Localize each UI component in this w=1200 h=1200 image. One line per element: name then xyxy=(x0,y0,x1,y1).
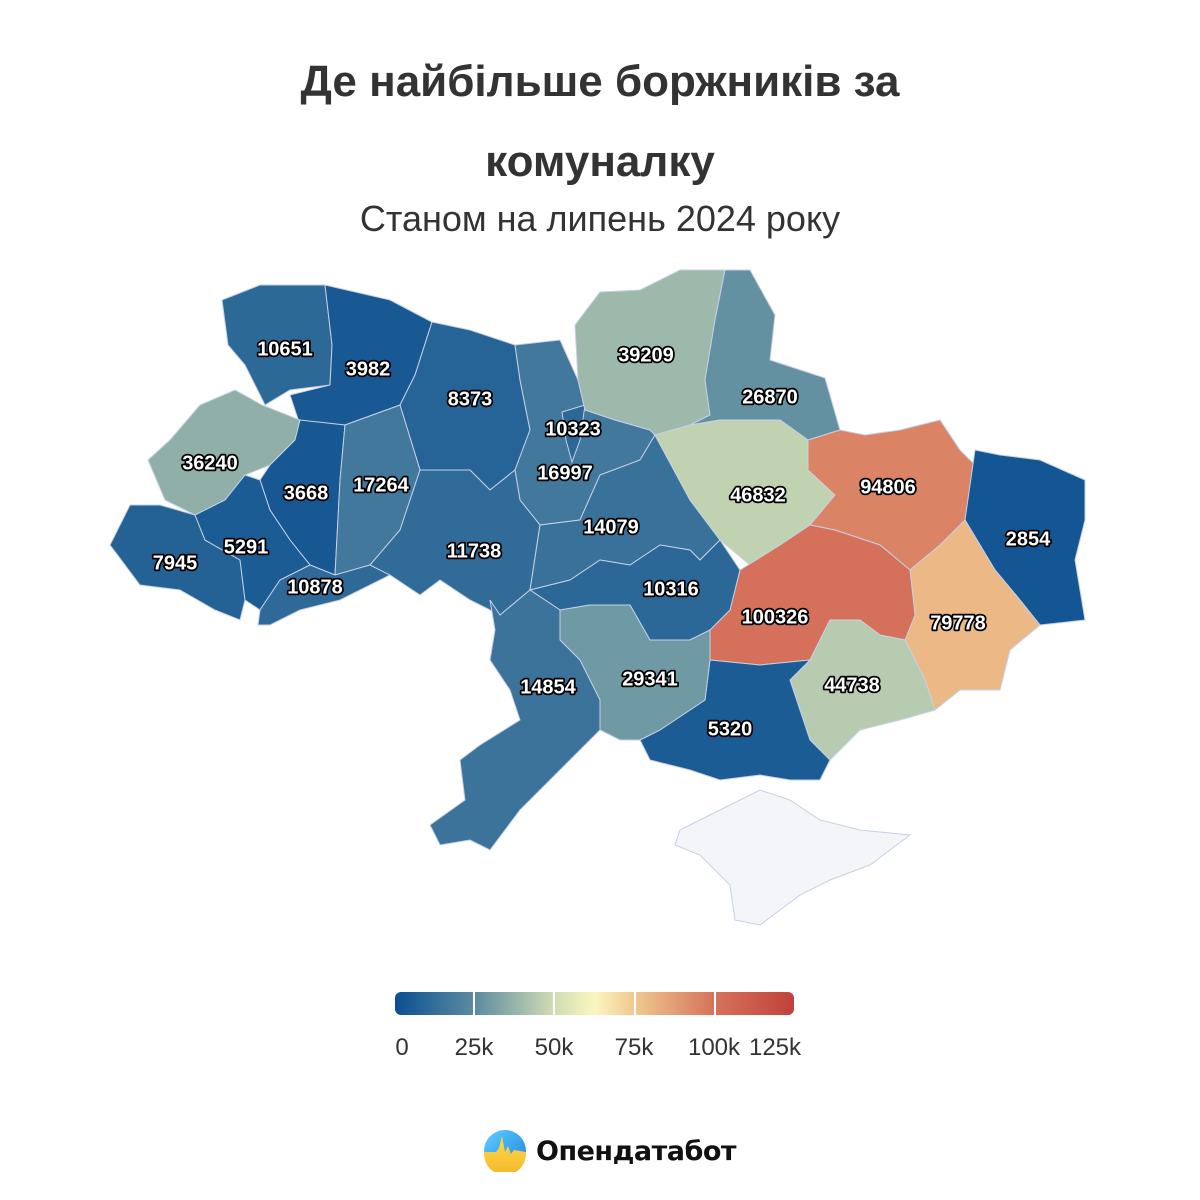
brand-logo: Опендатабот xyxy=(484,1130,737,1172)
region-value-label: 5291 xyxy=(224,536,269,558)
region-value-label: 79778 xyxy=(930,612,986,634)
legend-tick-label: 50k xyxy=(534,1034,574,1061)
legend-tick-label: 125k xyxy=(748,1034,802,1061)
region-volyn[interactable] xyxy=(221,284,333,406)
region-value-label: 16997 xyxy=(537,462,593,484)
region-value-label: 46832 xyxy=(730,484,786,506)
region-value-label: 94806 xyxy=(860,476,916,498)
region-value-label: 5320 xyxy=(708,718,753,740)
legend-tick-label: 0 xyxy=(395,1034,409,1061)
region-value-label: 10323 xyxy=(545,418,601,440)
region-value-label: 10316 xyxy=(643,578,699,600)
region-value-label: 2854 xyxy=(1006,528,1051,550)
brand-name: Опендатабот xyxy=(536,1135,737,1167)
region-value-label: 39209 xyxy=(618,344,674,366)
legend-segment xyxy=(715,992,794,1015)
legend-segment xyxy=(555,992,634,1015)
region-value-label: 26870 xyxy=(742,386,798,408)
region-crimea[interactable] xyxy=(674,789,912,926)
region-value-label: 10878 xyxy=(287,576,343,598)
region-chernivtsi[interactable] xyxy=(257,564,392,626)
region-value-label: 44738 xyxy=(824,674,880,696)
region-value-label: 14854 xyxy=(520,676,576,698)
chart-subtitle: Станом на липень 2024 року xyxy=(359,198,841,239)
legend-tick-label: 75k xyxy=(614,1034,654,1061)
region-value-label: 3668 xyxy=(284,482,329,504)
region-value-label: 3982 xyxy=(346,358,391,380)
opendatabot-logo-icon xyxy=(484,1130,526,1172)
region-kyiv-city[interactable] xyxy=(561,404,586,464)
region-value-label: 36240 xyxy=(182,452,238,474)
legend-segment xyxy=(475,992,554,1015)
legend-segment xyxy=(635,992,714,1015)
region-value-label: 29341 xyxy=(622,668,678,690)
region-value-label: 7945 xyxy=(153,552,198,574)
region-value-label: 14079 xyxy=(583,516,639,538)
region-value-label: 17264 xyxy=(353,474,409,496)
color-legend xyxy=(395,992,794,1015)
region-value-label: 100326 xyxy=(742,606,809,628)
region-value-label: 11738 xyxy=(447,540,502,562)
region-odesa[interactable] xyxy=(429,589,601,851)
chart-title: Де найбільше боржників за комуналку xyxy=(300,57,900,186)
region-value-label: 10651 xyxy=(257,338,313,360)
legend-segment xyxy=(395,992,474,1015)
legend-tick-label: 25k xyxy=(454,1034,494,1061)
legend-tick-label: 100k xyxy=(687,1034,741,1061)
region-value-label: 8373 xyxy=(448,388,493,410)
